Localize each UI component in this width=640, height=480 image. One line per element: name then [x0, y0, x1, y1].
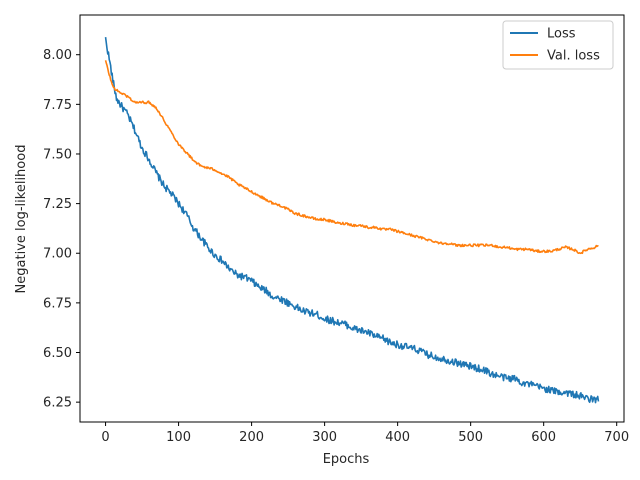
y-axis-label: Negative log-likelihood	[14, 145, 29, 294]
x-tick-label: 400	[385, 430, 410, 445]
x-tick-label: 0	[101, 430, 109, 445]
y-tick-label: 6.25	[43, 396, 72, 411]
y-tick-label: 7.00	[43, 247, 72, 262]
x-axis: 0 100 200 300 400 500 600 700	[101, 422, 629, 445]
legend-label-val-loss: Val. loss	[547, 49, 600, 64]
x-tick-label: 700	[604, 430, 629, 445]
y-tick-label: 7.25	[43, 197, 72, 212]
y-axis: 6.25 6.50 6.75 7.00 7.25 7.50 7.75 8.00	[43, 48, 80, 411]
y-tick-label: 7.75	[43, 98, 72, 113]
legend-label-loss: Loss	[547, 27, 576, 42]
y-tick-label: 6.75	[43, 296, 72, 311]
x-tick-label: 300	[312, 430, 337, 445]
plot-area-frame	[79, 14, 625, 423]
axes-frame	[79, 14, 625, 423]
series-line-loss	[104, 37, 600, 404]
series-layer	[104, 37, 600, 404]
x-tick-label: 500	[458, 430, 483, 445]
y-tick-label: 7.50	[43, 147, 72, 162]
y-tick-label: 6.50	[43, 346, 72, 361]
legend: Loss Val. loss	[502, 20, 614, 70]
x-tick-label: 600	[531, 430, 556, 445]
y-tick-label: 8.00	[43, 48, 72, 63]
x-tick-label: 200	[239, 430, 264, 445]
series-line-val-loss	[104, 60, 599, 255]
x-axis-label: Epochs	[323, 452, 370, 467]
x-tick-label: 100	[166, 430, 191, 445]
